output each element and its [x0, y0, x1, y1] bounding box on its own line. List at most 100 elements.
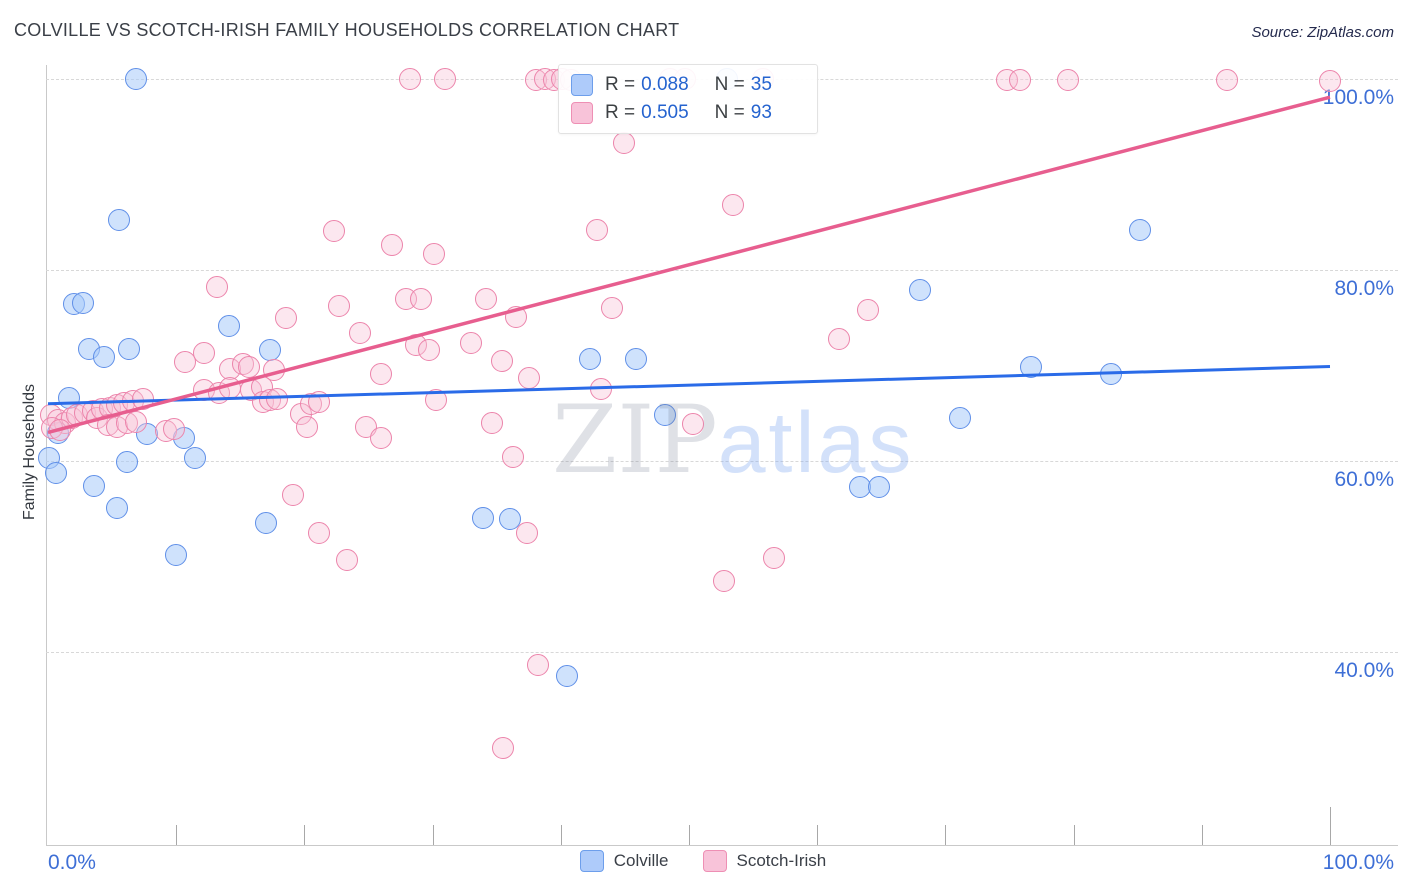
- scotch-irish-point[interactable]: [266, 387, 289, 410]
- legend-label-scotch-irish: Scotch-Irish: [736, 851, 827, 870]
- colville-point[interactable]: [948, 407, 971, 430]
- scotch-irish-point[interactable]: [857, 299, 880, 322]
- r-label: R =: [605, 74, 636, 95]
- scotch-irish-point[interactable]: [827, 327, 850, 350]
- scotch-irish-point[interactable]: [517, 366, 540, 389]
- scotch-irish-point[interactable]: [322, 219, 345, 242]
- colville-point[interactable]: [867, 475, 890, 498]
- legend-row-scotch-irish: R = 0.505 N = 93: [571, 102, 805, 124]
- colville-point[interactable]: [579, 347, 602, 370]
- x-axis-min-label: 0.0%: [48, 851, 96, 874]
- colville-point[interactable]: [1129, 218, 1152, 241]
- legend-row-colville: R = 0.088 N = 35: [571, 74, 805, 96]
- scotch-irish-point[interactable]: [585, 218, 608, 241]
- scotch-irish-point[interactable]: [589, 378, 612, 401]
- scotch-irish-point[interactable]: [1319, 69, 1341, 92]
- scotch-irish-point[interactable]: [1008, 68, 1031, 91]
- colville-point[interactable]: [106, 496, 129, 519]
- colville-point[interactable]: [254, 512, 277, 535]
- scotch-irish-point[interactable]: [206, 276, 229, 299]
- colville-point[interactable]: [71, 291, 94, 314]
- colville-point[interactable]: [908, 279, 931, 302]
- colville-swatch-icon: [579, 850, 604, 872]
- scotch-irish-point[interactable]: [712, 570, 735, 593]
- scotch-irish-point[interactable]: [335, 549, 358, 572]
- scotch-irish-point[interactable]: [238, 356, 261, 379]
- scotch-irish-point[interactable]: [681, 412, 704, 435]
- x-axis-line: [46, 845, 1398, 846]
- scotch-irish-point[interactable]: [193, 342, 216, 365]
- scotch-irish-point[interactable]: [721, 194, 744, 217]
- x-tick-30: [432, 825, 434, 845]
- scotch-irish-point[interactable]: [48, 418, 71, 441]
- x-tick-70: [945, 825, 947, 845]
- scotch-irish-point[interactable]: [480, 411, 503, 434]
- y-gridline-60: [46, 461, 1398, 463]
- scotch-irish-point[interactable]: [281, 484, 304, 507]
- colville-point[interactable]: [165, 543, 188, 566]
- scotch-irish-point[interactable]: [504, 305, 527, 328]
- scotch-irish-point[interactable]: [219, 377, 242, 400]
- colville-point[interactable]: [1020, 356, 1043, 379]
- scotch-irish-point[interactable]: [380, 234, 403, 257]
- scotch-irish-point[interactable]: [1057, 68, 1080, 91]
- scotch-irish-point[interactable]: [307, 521, 330, 544]
- colville-point[interactable]: [117, 338, 140, 361]
- y-axis-label-60: 60.0%: [1334, 468, 1394, 492]
- legend-item-scotch-irish: Scotch-Irish: [702, 850, 827, 872]
- scotch-irish-point[interactable]: [422, 242, 445, 265]
- scotch-irish-point[interactable]: [434, 68, 457, 90]
- x-tick-10: [176, 825, 178, 845]
- scotch-irish-point[interactable]: [1216, 68, 1239, 91]
- scotch-irish-point[interactable]: [502, 446, 525, 469]
- zipatlas-watermark: ZIPatlas: [552, 394, 914, 488]
- scotch-irish-point[interactable]: [762, 547, 785, 570]
- colville-point[interactable]: [556, 664, 579, 687]
- scotch-irish-point[interactable]: [328, 295, 350, 318]
- colville-point[interactable]: [471, 507, 494, 530]
- x-tick-80: [1073, 825, 1075, 845]
- colville-point[interactable]: [1099, 363, 1122, 386]
- scotch-irish-point[interactable]: [460, 331, 483, 354]
- scotch-irish-point[interactable]: [174, 350, 197, 373]
- scotch-irish-point[interactable]: [417, 339, 440, 362]
- scotch-irish-point[interactable]: [612, 131, 635, 154]
- scotch-irish-point[interactable]: [370, 427, 393, 450]
- colville-point[interactable]: [44, 462, 67, 485]
- scotch-irish-point[interactable]: [601, 297, 624, 320]
- scotch-irish-point[interactable]: [410, 287, 433, 310]
- colville-point[interactable]: [125, 68, 148, 90]
- colville-point[interactable]: [498, 508, 521, 531]
- colville-point[interactable]: [93, 345, 116, 368]
- colville-point[interactable]: [258, 339, 281, 362]
- scotch-irish-trend-line: [47, 95, 1331, 435]
- colville-point[interactable]: [653, 404, 676, 427]
- colville-point[interactable]: [217, 315, 240, 338]
- scotch-irish-point[interactable]: [475, 287, 498, 310]
- colville-point[interactable]: [625, 347, 648, 370]
- x-tick-20: [304, 825, 306, 845]
- y-axis-title: Family Households: [21, 383, 38, 521]
- scotch-irish-point[interactable]: [490, 349, 513, 372]
- y-gridline-40: [46, 652, 1398, 654]
- x-tick-40: [560, 825, 562, 845]
- scotch-irish-point[interactable]: [398, 68, 421, 90]
- y-axis-label-100: 100.0%: [1322, 86, 1394, 109]
- scotch-irish-point[interactable]: [162, 417, 185, 440]
- scotch-irish-point[interactable]: [275, 306, 298, 329]
- colville-point[interactable]: [107, 209, 130, 232]
- colville-point[interactable]: [184, 447, 207, 470]
- scotch-irish-point[interactable]: [307, 390, 330, 413]
- y-gridline-80: [46, 270, 1398, 272]
- scotch-irish-point[interactable]: [425, 388, 448, 411]
- scotch-irish-point[interactable]: [516, 521, 539, 544]
- scotch-irish-point[interactable]: [295, 415, 318, 438]
- colville-point[interactable]: [83, 474, 106, 497]
- scotch-irish-point[interactable]: [492, 736, 515, 759]
- scotch-irish-point[interactable]: [131, 387, 154, 410]
- scotch-irish-point[interactable]: [526, 653, 549, 676]
- scotch-irish-point[interactable]: [370, 363, 393, 386]
- scotch-irish-point[interactable]: [348, 322, 371, 345]
- colville-point[interactable]: [116, 451, 139, 474]
